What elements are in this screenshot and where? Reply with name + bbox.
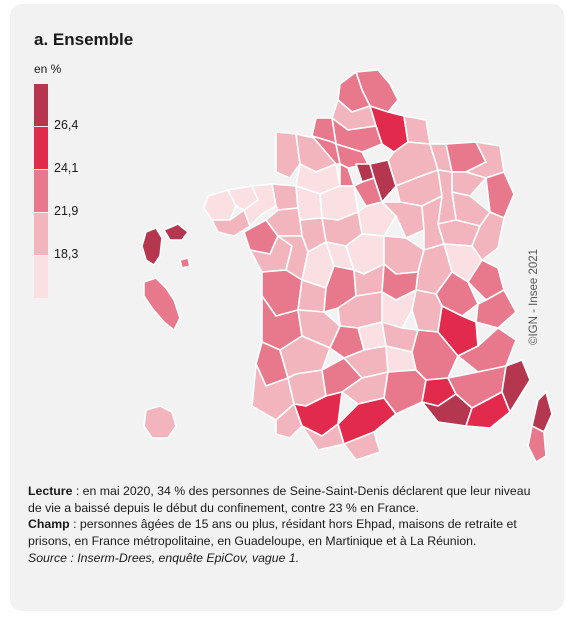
- region-hautes-pyrenees: [275, 403, 303, 439]
- region-var: [465, 391, 511, 429]
- legend-tick-1: 26,4: [54, 118, 79, 132]
- region-seine-et-marne: [369, 159, 397, 203]
- legend-swatch-3: [34, 170, 48, 212]
- note-lecture-text: : en mai 2020, 34 % des personnes de Sei…: [28, 484, 531, 515]
- legend-swatch-4: [34, 213, 48, 255]
- region-haute-corse: [531, 391, 553, 433]
- note-champ: Champ : personnes âgées de 15 ans ou plu…: [28, 516, 538, 549]
- region-essonne: [353, 177, 383, 207]
- region-guadeloupe-west: [141, 227, 163, 266]
- legend: 26,4 24,1 21,9 18,3: [34, 84, 114, 300]
- note-source: Source : Inserm-Drees, enquête EpiCov, v…: [28, 551, 300, 565]
- region-haute-savoie: [467, 259, 505, 301]
- note-lecture: Lecture : en mai 2020, 34 % des personne…: [28, 483, 538, 516]
- region-manche: [275, 131, 301, 179]
- legend-swatch-2: [34, 127, 48, 169]
- france-map: [141, 69, 553, 463]
- region-corse-du-sud: [527, 425, 547, 463]
- region-ardennes: [403, 115, 431, 145]
- region-haut-rhin: [485, 171, 515, 219]
- legend-tick-4: 18,3: [54, 247, 79, 261]
- region-mayenne: [271, 183, 299, 211]
- legend-tick-3: 21,9: [54, 204, 79, 218]
- region-martinique: [143, 277, 181, 331]
- region-rhone-loire: [411, 289, 443, 333]
- note-champ-label: Champ: [28, 517, 70, 531]
- figure-notes: Lecture : en mai 2020, 34 % des personne…: [28, 483, 538, 567]
- legend-unit: en %: [34, 62, 62, 76]
- copyright-credit: ©IGN - Insee 2021: [528, 248, 540, 345]
- region-guadeloupe-islet: [179, 257, 191, 269]
- region-alpes-maritimes: [501, 359, 531, 413]
- legend-tick-2: 24,1: [54, 161, 79, 175]
- region-pyrenees-orientales: [343, 431, 381, 461]
- note-lecture-label: Lecture: [28, 484, 73, 498]
- note-champ-text: : personnes âgées de 15 ans ou plus, rés…: [28, 517, 517, 548]
- region-reunion: [143, 405, 177, 439]
- legend-swatch-1: [34, 84, 48, 126]
- region-gard: [383, 369, 427, 415]
- panel-title: a. Ensemble: [34, 30, 134, 49]
- region-guadeloupe-east: [163, 223, 189, 241]
- legend-swatch-5: [34, 256, 48, 298]
